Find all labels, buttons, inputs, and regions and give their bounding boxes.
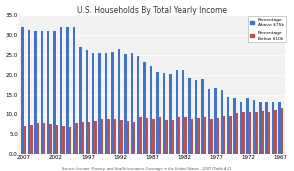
- Bar: [255, 111, 258, 154]
- Bar: [143, 62, 146, 154]
- Bar: [278, 102, 281, 154]
- Bar: [56, 125, 58, 154]
- Bar: [88, 122, 91, 154]
- Bar: [86, 50, 88, 154]
- Bar: [195, 80, 197, 154]
- Bar: [150, 66, 152, 154]
- Bar: [34, 31, 36, 154]
- Bar: [159, 117, 161, 154]
- Bar: [268, 111, 270, 154]
- Bar: [41, 31, 43, 154]
- Bar: [101, 119, 103, 154]
- Bar: [188, 78, 191, 154]
- Bar: [201, 79, 204, 154]
- Bar: [81, 122, 84, 154]
- Bar: [169, 74, 171, 154]
- Bar: [118, 49, 120, 154]
- Bar: [66, 27, 69, 154]
- Bar: [259, 102, 262, 154]
- Bar: [204, 117, 206, 154]
- Bar: [156, 72, 159, 154]
- Bar: [98, 53, 101, 154]
- Bar: [137, 56, 139, 154]
- Bar: [126, 121, 129, 154]
- Bar: [131, 53, 133, 154]
- Bar: [146, 118, 148, 154]
- Bar: [94, 121, 97, 154]
- Bar: [223, 116, 225, 154]
- Bar: [262, 111, 264, 154]
- Bar: [233, 98, 236, 154]
- Bar: [133, 122, 136, 154]
- Bar: [208, 89, 210, 154]
- Bar: [227, 97, 229, 154]
- Title: U.S. Households By Total Yearly Income: U.S. Households By Total Yearly Income: [77, 5, 227, 15]
- Bar: [242, 112, 245, 154]
- Bar: [240, 102, 242, 154]
- Bar: [49, 124, 52, 154]
- Bar: [246, 98, 249, 154]
- Bar: [43, 123, 45, 154]
- Bar: [184, 117, 187, 154]
- Bar: [92, 53, 94, 154]
- Bar: [60, 27, 62, 154]
- Bar: [178, 117, 181, 154]
- Bar: [120, 120, 123, 154]
- Bar: [47, 31, 49, 154]
- Bar: [36, 123, 39, 154]
- Bar: [114, 119, 116, 154]
- Bar: [236, 113, 238, 154]
- Bar: [28, 30, 30, 154]
- Bar: [165, 120, 168, 154]
- Bar: [214, 88, 216, 154]
- Bar: [281, 108, 283, 154]
- Bar: [73, 27, 75, 154]
- Bar: [69, 127, 71, 154]
- Bar: [79, 47, 81, 154]
- Bar: [62, 126, 65, 154]
- Bar: [163, 73, 165, 154]
- Bar: [191, 119, 193, 154]
- Bar: [176, 70, 178, 154]
- Bar: [249, 111, 251, 154]
- Bar: [182, 70, 184, 154]
- Bar: [216, 118, 219, 154]
- Bar: [75, 123, 78, 154]
- Bar: [24, 126, 26, 154]
- Bar: [21, 27, 24, 154]
- Bar: [197, 118, 200, 154]
- Bar: [272, 102, 274, 154]
- Text: Source: Income, Poverty, and Health Insurance Coverage in the United States - 20: Source: Income, Poverty, and Health Insu…: [62, 167, 232, 171]
- Bar: [229, 116, 232, 154]
- Bar: [152, 119, 155, 154]
- Bar: [265, 102, 268, 154]
- Bar: [274, 110, 277, 154]
- Bar: [111, 52, 114, 154]
- Legend: Percentage
Above $75k, Percentage
Below $10k: Percentage Above $75k, Percentage Below …: [248, 16, 286, 42]
- Bar: [30, 125, 33, 154]
- Bar: [54, 31, 56, 154]
- Bar: [107, 119, 110, 154]
- Bar: [210, 119, 213, 154]
- Bar: [253, 101, 255, 154]
- Bar: [171, 120, 174, 154]
- Bar: [220, 90, 223, 154]
- Bar: [105, 53, 107, 154]
- Bar: [139, 117, 142, 154]
- Bar: [124, 54, 126, 154]
